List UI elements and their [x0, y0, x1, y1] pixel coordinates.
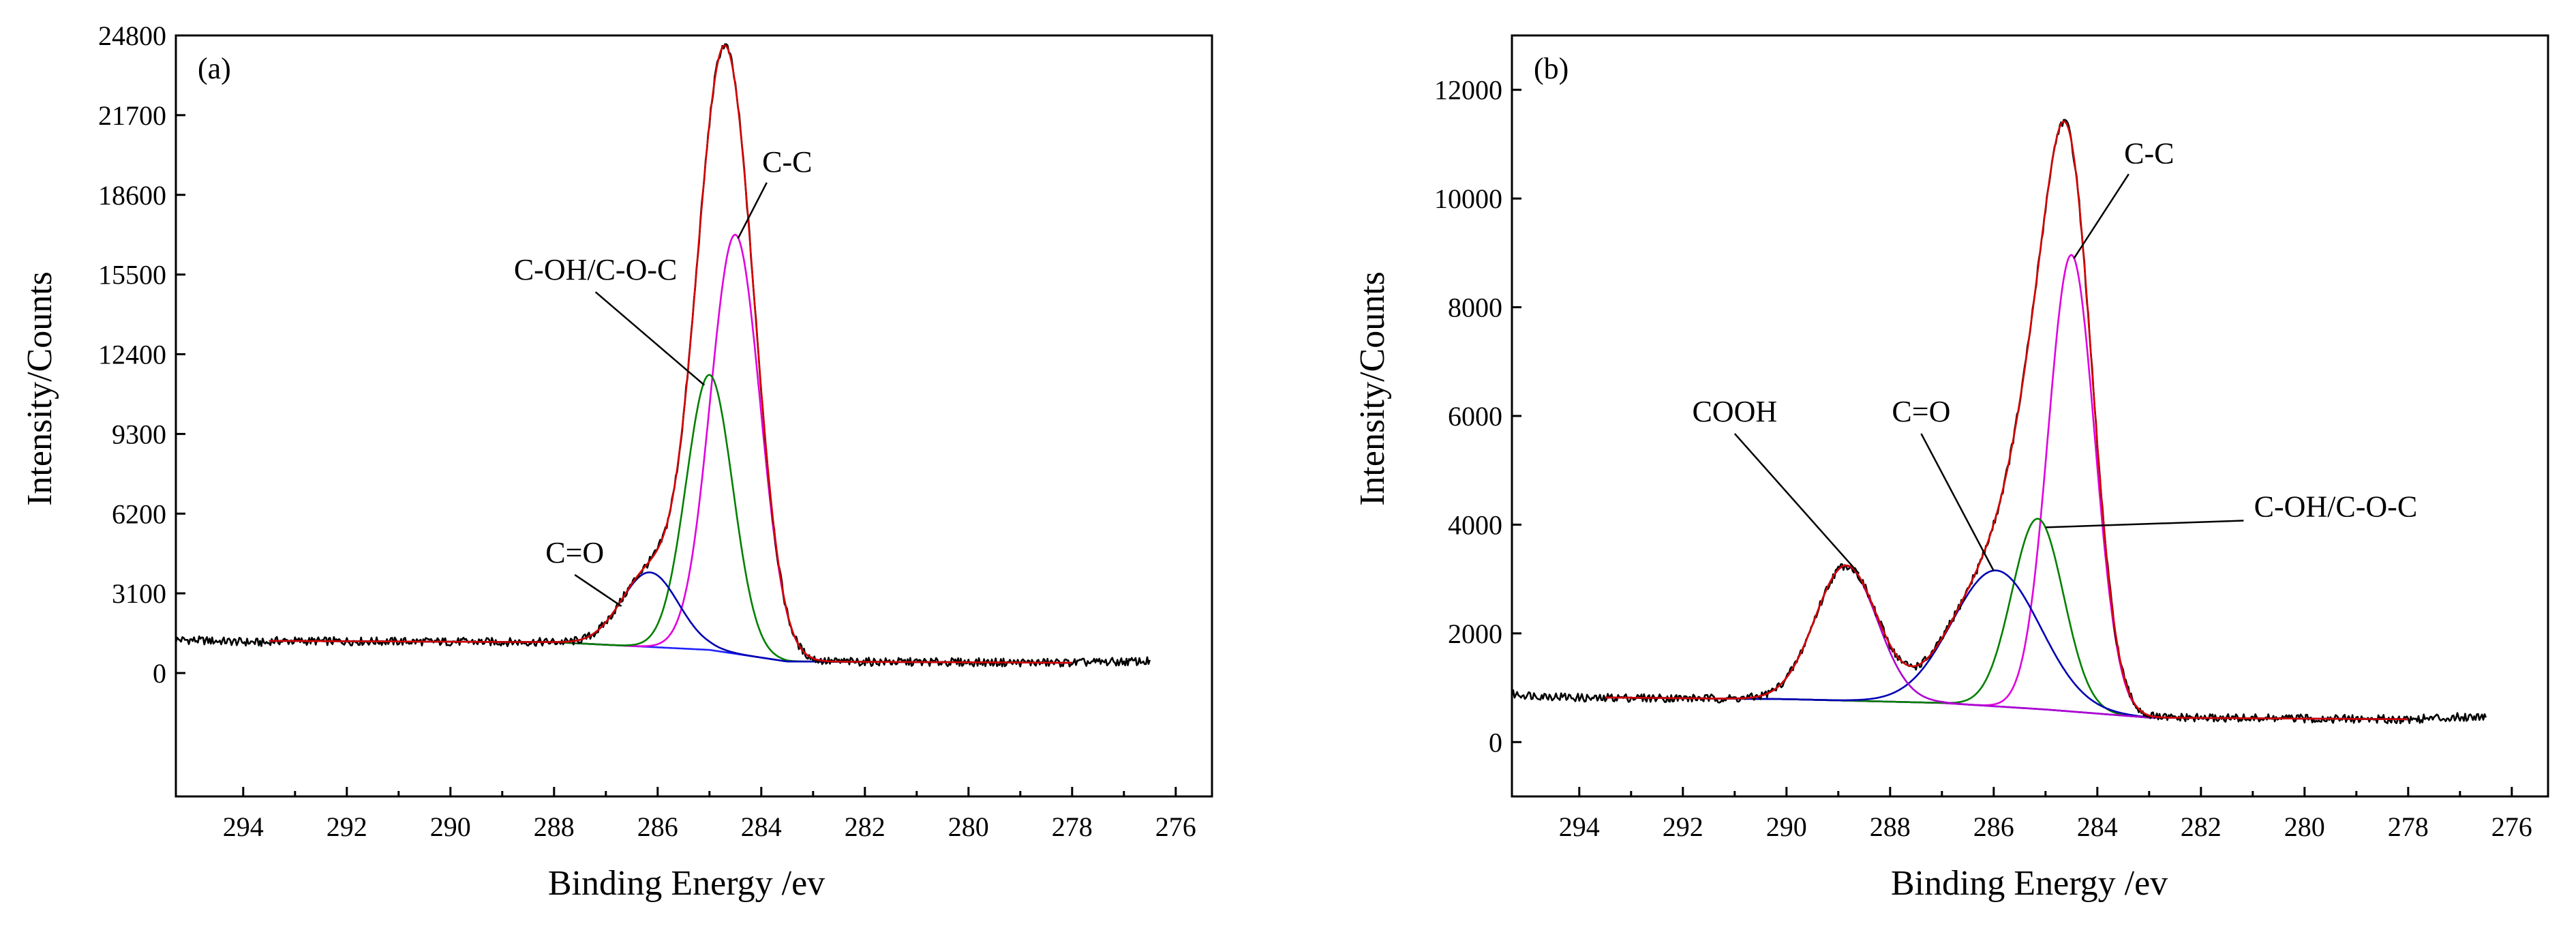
annotation-leader [1920, 433, 1995, 571]
x-tick-label: 276 [2491, 811, 2532, 842]
x-tick-label: 276 [1155, 811, 1196, 842]
x-tick-label: 284 [2077, 811, 2118, 842]
panel-b-x-axis-title: Binding Energy /ev [1891, 864, 2168, 903]
panel-a-x-axis-title: Binding Energy /ev [548, 864, 825, 903]
y-tick-label: 24800 [98, 20, 166, 51]
y-tick-label: 18600 [98, 180, 166, 211]
x-tick-label: 286 [1973, 811, 2014, 842]
y-tick-label: 10000 [1434, 183, 1502, 214]
y-tick-label: 9300 [112, 419, 166, 449]
annotation-leader [574, 573, 622, 608]
component-peak-c-c [1605, 254, 2408, 721]
annotation-leader [737, 182, 768, 239]
annotation-label: C=O [545, 536, 604, 569]
x-tick-label: 294 [223, 811, 264, 842]
y-tick-label: 3100 [112, 578, 166, 609]
y-tick-label: 2000 [1448, 618, 1502, 649]
x-tick-label: 280 [948, 811, 989, 842]
x-tick-label: 278 [1052, 811, 1093, 842]
x-tick-label: 282 [845, 811, 885, 842]
fitted-envelope-curve [1605, 120, 2408, 721]
x-tick-label: 278 [2388, 811, 2429, 842]
component-peak-c-c [269, 233, 1072, 664]
panel-a-label: (a) [198, 52, 231, 85]
annotation-label: C-OH/C-O-C [514, 253, 678, 286]
y-tick-label: 12400 [98, 340, 166, 370]
annotation-leader [1733, 433, 1860, 575]
x-tick-label: 284 [741, 811, 782, 842]
x-tick-label: 290 [430, 811, 471, 842]
panel-b-label: (b) [1534, 52, 1569, 85]
y-tick-label: 21700 [98, 100, 166, 131]
x-tick-label: 282 [2181, 811, 2222, 842]
y-tick-label: 4000 [1448, 509, 1502, 540]
panel-b-c1s-spectrum: (b) Binding Energy /ev Intensity/Counts … [1353, 34, 2549, 903]
x-tick-label: 292 [327, 811, 367, 842]
annotation-label: C-C [762, 145, 812, 179]
component-peak-c-oh-c-o-c [269, 374, 1072, 664]
raw-spectrum-curve [1511, 119, 2487, 725]
annotation-label: C-OH/C-O-C [2254, 490, 2418, 523]
panel-a-c1s-spectrum: (a) Binding Energy /ev Intensity/Counts … [20, 20, 1213, 903]
y-tick-label: 0 [1489, 727, 1502, 758]
x-tick-label: 280 [2284, 811, 2325, 842]
annotation-label: COOH [1692, 395, 1777, 428]
x-tick-label: 294 [1559, 811, 1600, 842]
component-peak-c-oh-c-o-c [1605, 518, 2408, 721]
y-tick-label: 6000 [1448, 401, 1502, 432]
panel-b-y-axis-title: Intensity/Counts [1353, 271, 1392, 506]
annotation-leader [2045, 520, 2244, 528]
annotation-label: C=O [1892, 395, 1950, 428]
x-tick-label: 292 [1663, 811, 1703, 842]
x-tick-label: 288 [1870, 811, 1911, 842]
raw-spectrum-curve [175, 43, 1151, 668]
y-tick-label: 8000 [1448, 293, 1502, 323]
y-tick-label: 0 [153, 658, 166, 689]
y-tick-label: 15500 [98, 260, 166, 290]
y-tick-label: 12000 [1434, 75, 1502, 106]
component-peak-c-o [269, 571, 1072, 664]
annotation-label: C-C [2124, 136, 2174, 170]
x-tick-label: 286 [637, 811, 678, 842]
y-tick-label: 6200 [112, 498, 166, 529]
panel-a-y-axis-title: Intensity/Counts [20, 271, 59, 506]
plot-frame [1511, 34, 2549, 798]
plot-frame [175, 34, 1213, 798]
annotation-leader [2073, 173, 2130, 259]
fitted-envelope-curve [269, 44, 1072, 664]
x-tick-label: 288 [534, 811, 575, 842]
x-tick-label: 290 [1766, 811, 1807, 842]
annotation-leader [594, 291, 706, 386]
